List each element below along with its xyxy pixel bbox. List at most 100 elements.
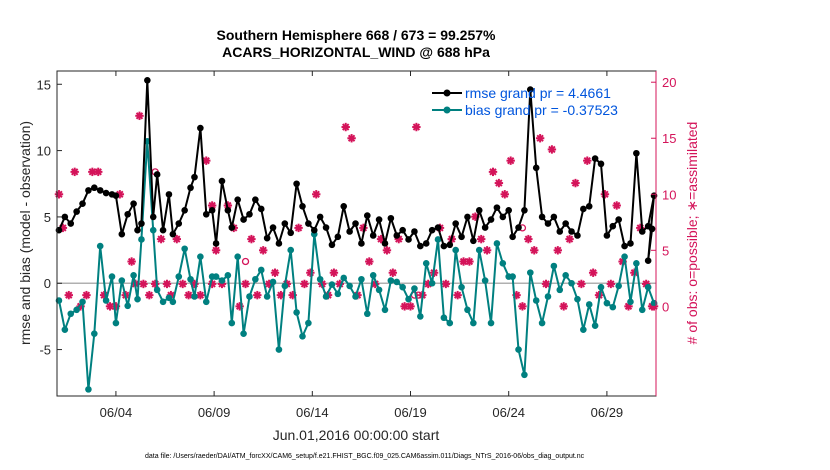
obs-marker-stroke [524, 235, 533, 243]
obs-marker-stroke [560, 302, 568, 311]
rmse-point [340, 203, 348, 210]
obs-assimilated-marker [477, 234, 486, 244]
rmse-point [169, 230, 177, 238]
obs-marker-stroke [127, 257, 136, 266]
obs-marker-stroke [459, 257, 468, 266]
bias-series [55, 138, 658, 393]
obs-marker-stroke [501, 190, 509, 198]
obs-assimilated-marker [406, 302, 415, 311]
rmse-point [159, 226, 167, 234]
rmse-point [556, 228, 564, 235]
bias-point [246, 293, 253, 300]
bias-point [287, 246, 295, 254]
rmse-point [521, 206, 528, 214]
bias-point [108, 273, 116, 280]
rmse-point [585, 203, 593, 210]
obs-assimilated-marker [583, 156, 592, 165]
bias-point [580, 326, 587, 333]
rmse-point [475, 206, 483, 214]
obs-assimilated-marker [178, 279, 187, 289]
rmse-point [509, 233, 516, 241]
bias-point [644, 283, 652, 291]
rmse-point [316, 213, 324, 221]
obs-assimilated-marker [127, 257, 136, 266]
rmse-point [85, 187, 92, 194]
bias-point [481, 277, 489, 284]
bias-point [550, 262, 558, 270]
rmse-point [393, 232, 401, 239]
obs-assimilated-marker [294, 223, 303, 233]
bias-point [334, 290, 342, 298]
obs-assimilated-marker [347, 134, 356, 143]
rmse-point [638, 228, 646, 235]
bias-point [169, 298, 177, 306]
obs-assimilated-marker [259, 246, 268, 255]
right-y-tick-label: 15 [662, 131, 676, 146]
obs-assimilated-marker [482, 246, 492, 255]
bias-point [328, 281, 336, 288]
bias-point [322, 293, 330, 300]
obs-marker-stroke [442, 280, 450, 288]
rmse-point [358, 240, 365, 247]
bias-point [470, 319, 477, 327]
bias-point [305, 319, 312, 327]
rmse-point [118, 230, 126, 238]
obs-marker-stroke [208, 201, 216, 210]
rmse-point [405, 236, 412, 243]
rmse-point [633, 149, 640, 157]
bias-point [234, 253, 241, 261]
bias-point [405, 295, 412, 303]
obs-assimilated-marker [145, 290, 154, 300]
rmse-point [574, 232, 581, 239]
x-tick-label: 06/29 [591, 405, 624, 420]
obs-assimilated-marker [606, 279, 616, 289]
obs-assimilated-marker [547, 145, 557, 154]
obs-assimilated-marker [459, 257, 468, 266]
rmse-point [440, 242, 448, 250]
obs-assimilated-marker [156, 234, 166, 244]
obs-marker-stroke [483, 246, 491, 254]
rmse-point [387, 214, 395, 222]
obs-assimilated-marker [588, 268, 598, 277]
left-y-tick-label: 15 [37, 77, 51, 92]
bias-point [440, 314, 448, 322]
obs-assimilated-marker [172, 234, 181, 244]
bias-point [364, 310, 371, 318]
legend-rmse-label: rmse grand pr = 4.4661 [465, 85, 611, 101]
obs-marker-stroke [106, 302, 114, 311]
bias-point [458, 283, 465, 291]
obs-assimilated-marker [541, 279, 551, 289]
bias-point [130, 271, 137, 279]
obs-assimilated-marker [494, 178, 504, 188]
bias-point [149, 226, 157, 234]
bias-point [281, 282, 289, 290]
rmse-point [446, 241, 454, 249]
obs-marker-stroke [70, 168, 79, 176]
rmse-point [149, 213, 157, 221]
rmse-point [603, 232, 611, 239]
rmse-point [597, 160, 605, 168]
bias-point [475, 246, 483, 254]
right-y-tick-label: 10 [662, 187, 676, 202]
rmse-series [55, 76, 658, 264]
obs-assimilated-marker [365, 257, 374, 266]
legend: rmse grand pr = 4.4661 bias grand pr = -… [432, 85, 618, 118]
obs-marker-stroke [453, 291, 462, 299]
rmse-point [470, 237, 477, 245]
rmse-point [591, 155, 599, 162]
obs-marker-stroke [495, 179, 503, 187]
bias-point [422, 260, 430, 267]
obs-assimilated-marker [139, 279, 148, 289]
bias-point [293, 309, 300, 316]
rmse-point [228, 224, 236, 231]
obs-marker-stroke [477, 235, 485, 243]
rmse-point [417, 242, 424, 250]
bias-point [153, 286, 161, 294]
obs-marker-stroke [365, 257, 373, 266]
obs-possible-marker [241, 257, 250, 266]
obs-marker-stroke [607, 280, 615, 288]
bias-point [544, 293, 552, 300]
bias-point [509, 273, 516, 280]
bias-point [434, 236, 442, 243]
bias-point [621, 253, 628, 261]
